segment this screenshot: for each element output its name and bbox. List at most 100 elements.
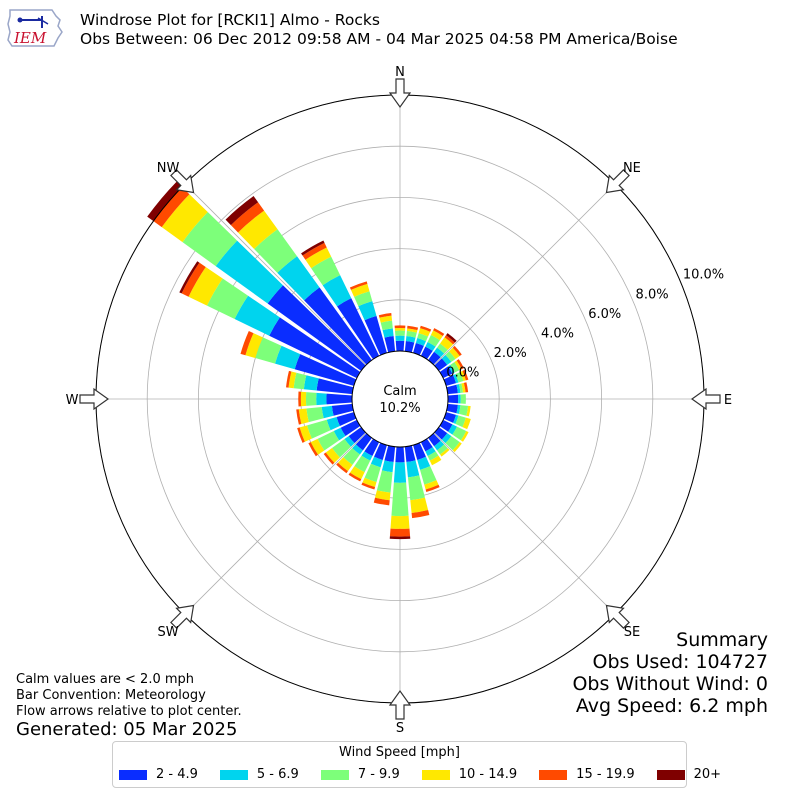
compass-arrow (170, 169, 195, 194)
windrose-bar (323, 452, 335, 465)
windrose-bar (361, 482, 376, 490)
windrose-bar (460, 370, 466, 382)
windrose-bar (406, 328, 418, 333)
windrose-bar (362, 477, 377, 488)
windrose-bar (277, 256, 320, 301)
compass-label-nw: NW (157, 161, 180, 176)
windrose-bar (254, 229, 298, 273)
windrose-bar (307, 419, 331, 439)
windrose-bar (439, 366, 453, 379)
windrose-bar (452, 442, 462, 453)
windrose-bar (378, 313, 392, 318)
windrose-bar (374, 442, 387, 460)
calm-label: Calm (383, 384, 416, 399)
compass-label-se: SE (624, 625, 640, 640)
windrose-bar (161, 194, 208, 243)
radial-tick-label: 0.0% (446, 366, 479, 381)
radial-tick-label: 4.0% (541, 326, 574, 341)
chart-subtitle: Obs Between: 06 Dec 2012 09:58 AM - 04 M… (80, 30, 678, 48)
windrose-bar (446, 333, 457, 343)
grid-spoke (184, 183, 401, 400)
windrose-bar (415, 338, 426, 346)
windrose-bar (384, 335, 396, 353)
windrose-bar (446, 403, 458, 414)
windrose-bar (455, 415, 466, 428)
windrose-bar (354, 291, 373, 307)
windrose-bar (340, 419, 361, 437)
windrose-bar (326, 393, 353, 405)
bar-convention-note: Bar Convention: Meteorology (16, 688, 206, 703)
windrose-bar (413, 442, 426, 460)
windrose-bar (303, 375, 319, 391)
windrose-bar (332, 439, 351, 458)
legend-label: 5 - 6.9 (256, 767, 299, 782)
legend-item: 10 - 14.9 (421, 767, 518, 782)
windrose-bar (406, 460, 420, 478)
windrose-bar (350, 283, 370, 297)
windrose-bar (293, 372, 307, 390)
windrose-bar (299, 425, 312, 442)
windrose-bar (375, 490, 391, 501)
windrose-bar (466, 405, 471, 417)
radial-tick-label: 6.0% (588, 307, 621, 322)
windrose-bar (298, 408, 309, 424)
windrose-bar (286, 370, 292, 388)
windrose-bar (364, 463, 381, 483)
windrose-bar (349, 281, 368, 290)
windrose-bar (434, 358, 448, 371)
windrose-bar (215, 240, 284, 304)
windrose-bar (294, 354, 357, 386)
iem-logo: IEM (7, 9, 63, 47)
windrose-bar (182, 212, 238, 267)
windrose-bar (274, 345, 301, 370)
radial-tick-label: 10.0% (683, 268, 724, 283)
summary-obs-used: Obs Used: 104727 (592, 651, 768, 673)
summary-avg-speed: Avg Speed: 6.2 mph (575, 695, 768, 717)
windrose-bar (364, 438, 380, 457)
windrose-bar (450, 361, 460, 373)
windrose-bar (407, 325, 419, 331)
grid-spoke (399, 398, 616, 615)
windrose-bar (316, 378, 354, 395)
windrose-bar (447, 394, 459, 404)
windrose-bar (420, 325, 432, 332)
windrose-bar (394, 327, 406, 331)
windrose-bar (238, 210, 278, 249)
windrose-bar (456, 384, 461, 394)
windrose-bar (305, 392, 317, 406)
windrose-bar (410, 497, 429, 513)
windrose-bar (420, 438, 433, 452)
windrose-bar (361, 451, 373, 461)
compass-arrow (79, 387, 110, 411)
legend-label: 10 - 14.9 (458, 767, 518, 782)
windrose-bar (437, 444, 448, 455)
compass-arrow (690, 387, 721, 411)
windrose-bar (379, 315, 393, 323)
windrose-bar (460, 431, 469, 442)
grid-spoke (184, 398, 401, 615)
windrose-bar (460, 394, 466, 404)
windrose-bar (453, 414, 459, 424)
windrose-bar (455, 371, 464, 383)
windrose-bar (448, 424, 458, 435)
calm-circle (351, 350, 449, 448)
windrose-bar (443, 412, 457, 423)
windrose-bar (310, 438, 325, 455)
windrose-bar (331, 403, 354, 416)
windrose-bar (394, 330, 406, 336)
windrose-bar (428, 351, 441, 365)
grid-spoke (399, 183, 616, 400)
windrose-bar (462, 369, 469, 381)
windrose-bar (352, 444, 363, 455)
generated-date: Generated: 05 Mar 2025 (16, 719, 238, 740)
windrose-bar (395, 446, 405, 463)
windrose-bar (394, 325, 406, 329)
legend-swatch (320, 769, 349, 780)
summary-obs-without-wind: Obs Without Wind: 0 (572, 673, 768, 695)
windrose-bar (337, 298, 380, 360)
windrose-bar (147, 181, 183, 222)
windrose-bar (317, 431, 340, 451)
windrose-bar (434, 440, 445, 451)
windrose-bar (461, 382, 466, 393)
windrose-bar (179, 261, 200, 294)
